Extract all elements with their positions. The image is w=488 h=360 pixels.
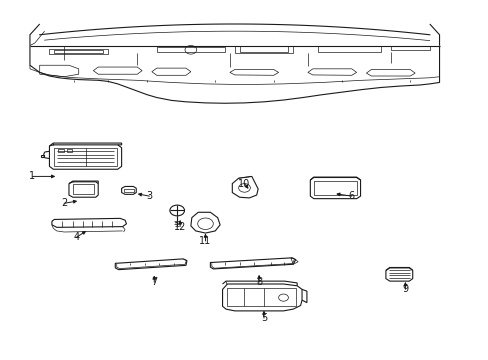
Text: 11: 11 — [199, 236, 211, 246]
Text: 2: 2 — [61, 198, 67, 208]
Text: 8: 8 — [256, 277, 262, 287]
Text: 6: 6 — [348, 191, 354, 201]
Text: 5: 5 — [260, 313, 266, 323]
Text: 7: 7 — [151, 277, 157, 287]
Text: 10: 10 — [238, 179, 250, 189]
Text: 4: 4 — [73, 232, 79, 242]
Text: 9: 9 — [402, 284, 407, 294]
Text: 12: 12 — [174, 222, 186, 231]
Text: 1: 1 — [29, 171, 35, 181]
Text: 3: 3 — [146, 191, 152, 201]
